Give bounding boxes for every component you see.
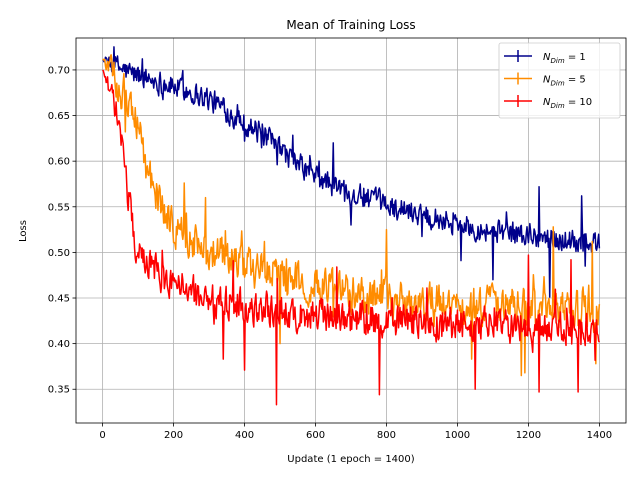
plot-frame	[75, 37, 627, 424]
y-tick-label: 0.35	[48, 385, 70, 396]
x-tick-label: 1200	[516, 430, 541, 441]
series-line-3	[102, 69, 601, 406]
legend-base: N	[543, 52, 551, 63]
legend-label: NDim = 5	[543, 75, 586, 88]
x-tick-label: 200	[164, 430, 183, 441]
x-tick-label: 1400	[587, 430, 612, 441]
x-tick-label: 1000	[445, 430, 470, 441]
legend-entry: NDim = 1	[504, 50, 586, 65]
y-tick-label: 0.70	[48, 65, 70, 76]
x-axis-ticks: 0 200 400 600 800 1000 1200 1400	[99, 423, 612, 441]
x-tick-label: 800	[377, 430, 396, 441]
y-tick-label: 0.40	[48, 339, 70, 350]
legend-label: NDim = 1	[543, 52, 586, 65]
y-tick-label: 0.55	[48, 202, 70, 213]
legend-value: = 5	[565, 75, 586, 86]
y-tick-label: 0.65	[48, 111, 70, 122]
legend-base: N	[543, 97, 551, 108]
legend-subscript: Dim	[550, 57, 564, 65]
x-tick-label: 400	[235, 430, 254, 441]
legend-subscript: Dim	[550, 80, 564, 88]
legend-subscript: Dim	[550, 102, 564, 110]
y-axis-label: Loss	[18, 220, 29, 242]
x-tick-label: 0	[99, 430, 105, 441]
legend-base: N	[543, 75, 551, 86]
series-line-1	[102, 46, 601, 298]
legend-label: NDim = 10	[543, 97, 592, 110]
y-axis-ticks: 0.35 0.40 0.45 0.50 0.55 0.60 0.65 0.70	[48, 65, 76, 396]
legend-entry: NDim = 5	[504, 72, 586, 88]
y-tick-label: 0.45	[48, 294, 70, 305]
chart-title: Mean of Training Loss	[286, 18, 415, 32]
legend-box	[498, 42, 621, 119]
x-tick-label: 600	[306, 430, 325, 441]
legend-value: = 1	[565, 52, 586, 63]
legend-value: = 10	[565, 97, 592, 108]
x-axis-label: Update (1 epoch = 1400)	[287, 454, 414, 465]
legend-entry: NDim = 10	[504, 95, 592, 110]
y-tick-label: 0.60	[48, 157, 70, 168]
series-lines	[102, 46, 601, 406]
y-tick-label: 0.50	[48, 248, 70, 259]
